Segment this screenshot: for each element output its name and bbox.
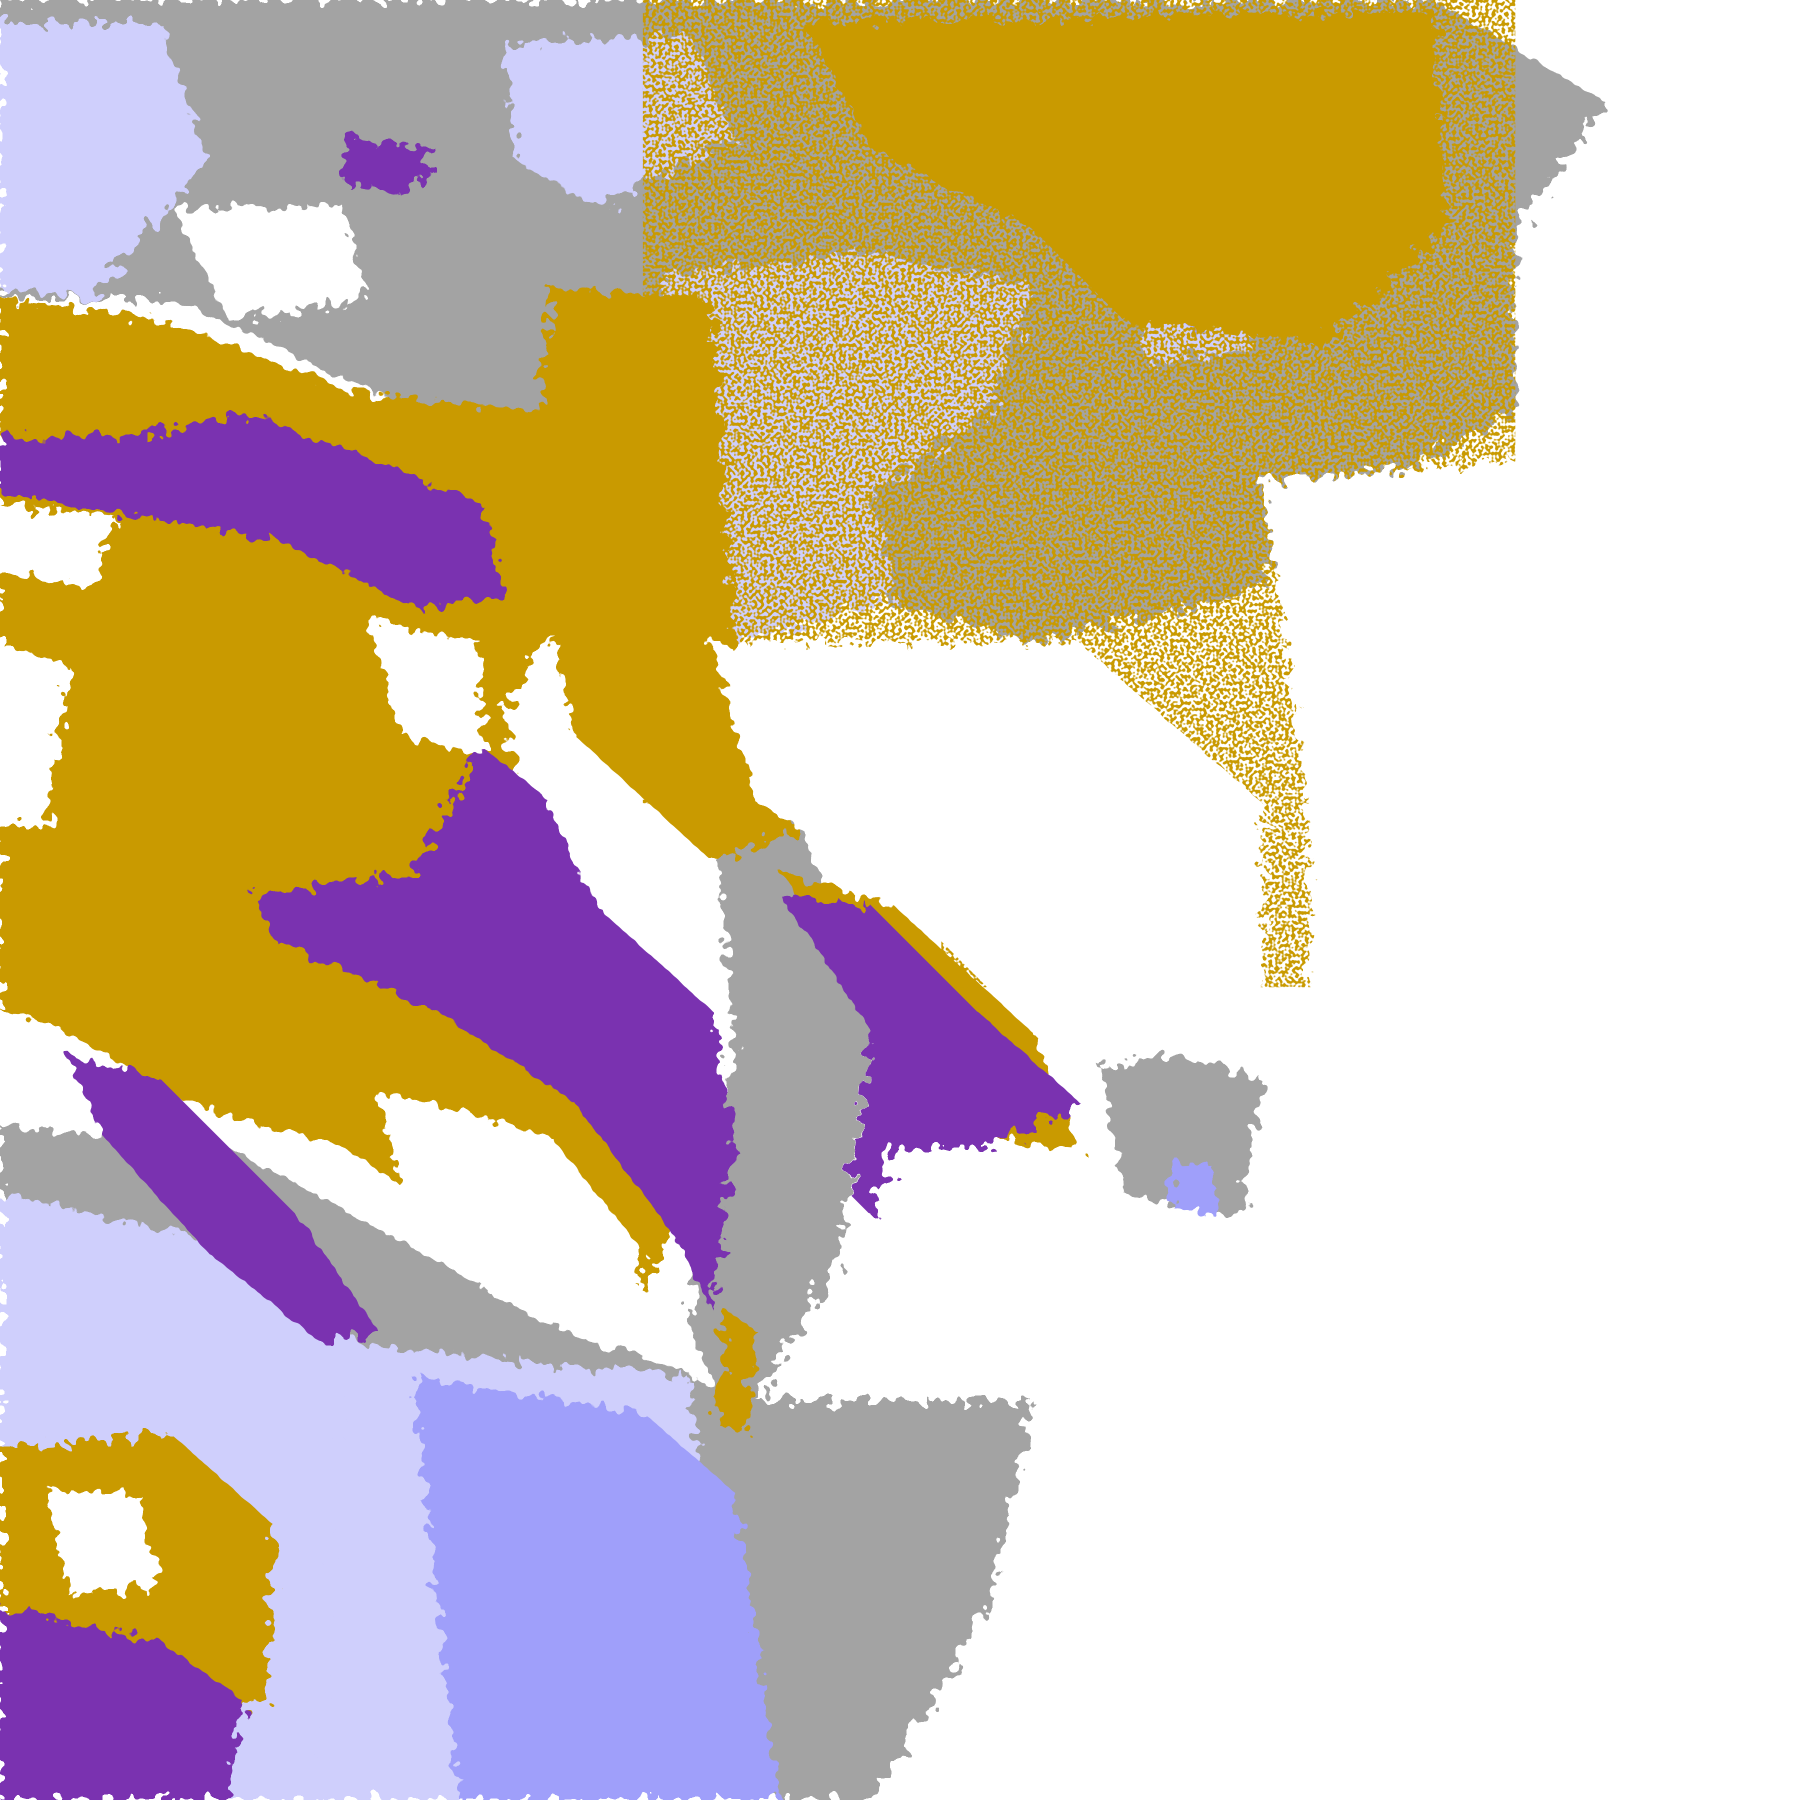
purple-cloud-layer bbox=[0, 137, 1080, 1800]
clear-sky-patches bbox=[0, 206, 1800, 1800]
